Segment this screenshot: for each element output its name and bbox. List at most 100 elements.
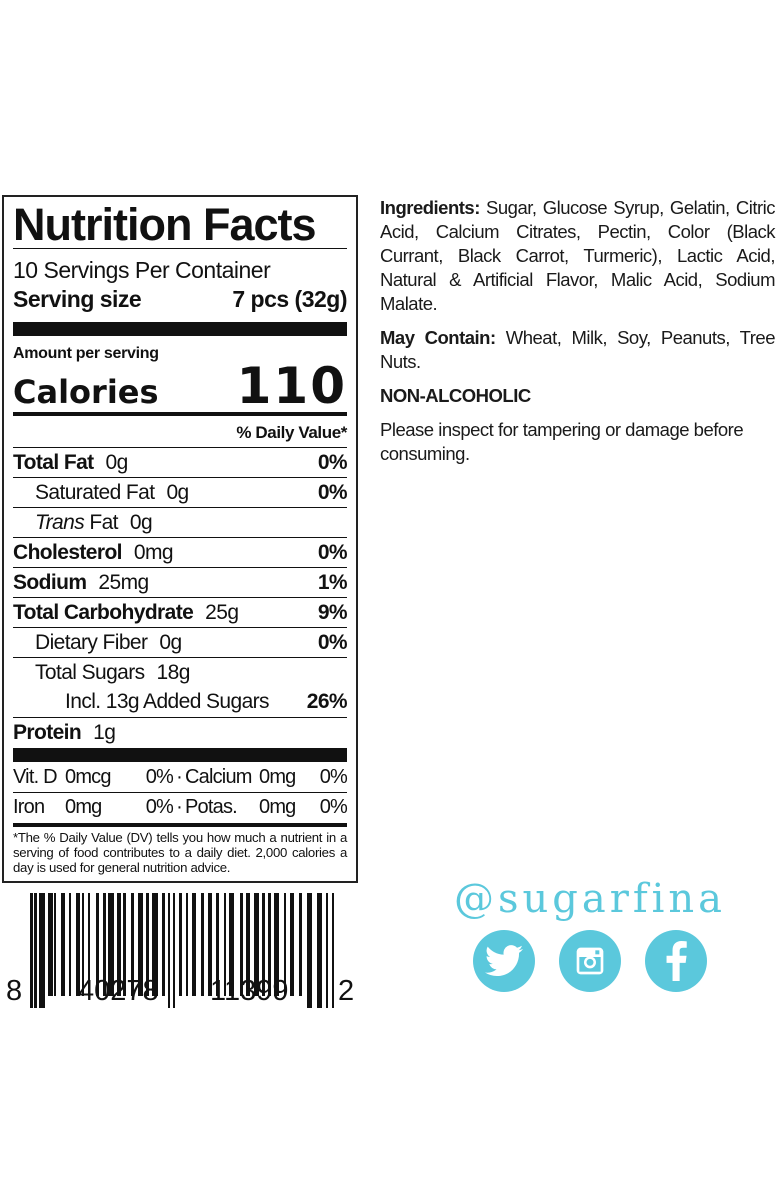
nutrient-name: Fat: [84, 510, 118, 534]
barcode-digit: 11399: [210, 975, 289, 1007]
serving-size-label: Serving size: [13, 286, 142, 312]
nutrient-name: Dietary Fiber: [35, 630, 148, 654]
nutrient-row: Total Sugars 18g: [13, 657, 347, 687]
mineral-name: Calcium: [185, 765, 252, 788]
vitamin-amount: 0mcg: [65, 765, 112, 788]
label-title: Nutrition Facts: [13, 199, 317, 250]
mineral-name: Potas.: [185, 796, 238, 818]
ingredients: Ingredients: Sugar, Glucose Syrup, Gelat…: [380, 196, 776, 316]
nutrient-daily-value: 1%: [317, 570, 348, 594]
barcode-bar: [168, 893, 170, 1008]
barcode-bar: [54, 893, 56, 996]
barcode-bar: [88, 893, 90, 996]
barcode: [30, 893, 334, 1008]
nutrient-name: Saturated Fat: [35, 480, 155, 504]
calories-row: Calories 110: [13, 357, 347, 415]
may-contain: May Contain: Wheat, Milk, Soy, Peanuts, …: [380, 326, 776, 374]
non-alcoholic: NON-ALCOHOLIC: [380, 385, 531, 406]
barcode-bar: [82, 893, 84, 996]
daily-value-header: % Daily Value*: [236, 423, 347, 442]
nutrient-daily-value: 0%: [317, 630, 348, 654]
nutrient-amount: 0g: [129, 510, 153, 534]
footnote: *The % Daily Value (DV) tells you how mu…: [13, 830, 347, 875]
nutrient-name: Incl. 13g Added Sugars: [65, 690, 270, 713]
barcode-bar: [103, 893, 106, 996]
may-contain-label: May Contain:: [380, 327, 496, 348]
barcode-bar: [173, 893, 175, 1008]
nutrient-name: Protein: [13, 720, 82, 744]
mineral-amount: 0mg: [259, 765, 296, 788]
nutrient-amount: 18g: [156, 660, 191, 684]
nutrient-amount: 0g: [159, 630, 182, 654]
serving-size-value: 7 pcs (32g): [232, 286, 347, 312]
barcode-bar: [326, 893, 328, 1008]
nutrient-name: Total Fat: [13, 450, 94, 474]
vitamin-name: Iron: [13, 796, 45, 818]
nutrient-amount: 25mg: [98, 570, 149, 594]
barcode-bar: [299, 893, 302, 996]
nutrient-daily-value: 0%: [317, 450, 348, 474]
mineral-dv: 0%: [319, 765, 348, 788]
barcode-digit: 40278: [78, 975, 159, 1007]
nutrient-daily-value: 0%: [317, 540, 348, 564]
barcode-digit: 2: [338, 975, 355, 1007]
nutrient-daily-value: 9%: [317, 600, 348, 624]
barcode-bar: [69, 893, 71, 996]
barcode-bar: [138, 893, 143, 996]
barcode-bar: [152, 893, 158, 996]
serving-size: Serving size 7 pcs (32g): [13, 286, 347, 313]
barcode-bar: [192, 893, 196, 996]
barcode-bar: [208, 893, 212, 996]
barcode-bar: [186, 893, 188, 996]
nutrient-list: Total Fat 0g 0% Saturated Fat 0g 0% Trans Fat 0…: [13, 447, 348, 747]
twitter-icon[interactable]: [473, 930, 535, 992]
barcode-bar: [268, 893, 271, 996]
nutrient-row: Total Fat 0g 0%: [13, 447, 348, 477]
may-contain-text: Wheat, Milk, Soy, Peanuts, Tree Nuts.: [380, 327, 776, 372]
barcode-bar: [146, 893, 149, 996]
nutrient-name: Total Carbohydrate: [13, 600, 194, 624]
nutrient-amount: 0g: [166, 480, 189, 504]
social-handle[interactable]: @sugarfina: [453, 876, 727, 922]
nutrient-name: Cholesterol: [13, 540, 123, 564]
mineral-amount: 0mg: [259, 796, 296, 818]
calories-value: 110: [236, 357, 347, 415]
nutrient-amount: 0mg: [133, 540, 174, 564]
barcode-bar: [254, 893, 259, 996]
servings-per-container: 10 Servings Per Container: [13, 257, 271, 283]
barcode-bar: [307, 893, 312, 1008]
nutrient-row: Cholesterol 0mg 0%: [13, 537, 348, 567]
ingredients-label: Ingredients:: [380, 197, 480, 218]
barcode-bar: [216, 893, 219, 996]
mineral-dv: 0%: [319, 796, 348, 818]
nutrient-name: Total Sugars: [35, 660, 145, 684]
barcode-bar: [131, 893, 134, 996]
barcode-bar: [290, 893, 294, 996]
nutrient-row: Saturated Fat 0g 0%: [13, 477, 348, 507]
vitamin-dv: 0%: [145, 796, 174, 818]
barcode-bar: [108, 893, 114, 996]
nutrient-row: Incl. 13g Added Sugars 26%: [13, 687, 348, 717]
nutrient-daily-value: 0%: [317, 480, 348, 504]
barcode-bar: [240, 893, 243, 996]
barcode-bar: [61, 893, 65, 996]
nutrient-daily-value: 26%: [306, 690, 348, 713]
instagram-icon[interactable]: [559, 930, 621, 992]
nutrient-row: Trans Fat 0g: [13, 507, 347, 537]
vitamin-dv: 0%: [145, 765, 174, 788]
nutrient-amount: 25g: [205, 600, 239, 624]
thick-divider: [13, 322, 347, 336]
vitamin-amount: 0mg: [65, 796, 102, 818]
barcode-bar: [123, 893, 126, 996]
facebook-icon[interactable]: [645, 930, 707, 992]
amount-per-serving: Amount per serving: [13, 345, 159, 362]
nutrient-row: Protein 1g: [13, 717, 347, 747]
barcode-bar: [30, 893, 33, 1008]
barcode-bar: [274, 893, 279, 996]
barcode-bar: [201, 893, 204, 996]
barcode-bar: [162, 893, 165, 996]
barcode-bar: [117, 893, 121, 996]
divider: [13, 248, 347, 249]
nutrition-facts-label: Nutrition Facts 10 Servings Per Containe…: [2, 195, 358, 883]
medium-divider: [13, 412, 347, 416]
